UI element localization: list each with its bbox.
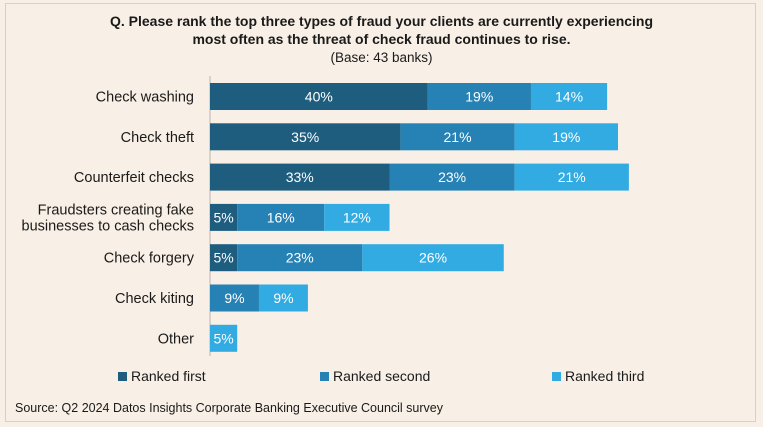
- data-label: 5%: [213, 250, 233, 266]
- category-label: Counterfeit checks: [74, 170, 194, 186]
- legend-swatch-ranked-first: [118, 372, 127, 381]
- bar-segment: [362, 244, 504, 272]
- legend-label-ranked-third: Ranked third: [565, 368, 645, 384]
- bar-segment: [258, 284, 308, 312]
- data-label: 23%: [286, 250, 314, 266]
- category-label: Other: [158, 331, 194, 347]
- data-label: 12%: [343, 209, 371, 225]
- legend-swatch-ranked-second: [320, 372, 329, 381]
- bar-segment: [514, 163, 629, 191]
- bar-segment: [210, 244, 238, 272]
- bar-segment: [210, 324, 238, 352]
- category-label: Fraudsters creating fake businesses to ca…: [22, 202, 194, 234]
- data-label: 16%: [267, 209, 295, 225]
- legend-item-ranked-third: Ranked third: [552, 368, 644, 385]
- bar-segment: [530, 83, 608, 110]
- bar-segment: [210, 123, 401, 151]
- legend-label-ranked-second: Ranked second: [333, 368, 431, 384]
- data-label: 26%: [419, 250, 447, 266]
- chart-title-line1: Q. Please rank the top three types of fr…: [109, 13, 654, 29]
- legend-item-ranked-second: Ranked second: [320, 368, 430, 385]
- bar-segment: [324, 203, 390, 231]
- bar-segment: [210, 163, 390, 191]
- bar-segment: [400, 123, 515, 151]
- category-label: Check kiting: [115, 291, 194, 307]
- legend-label-ranked-first: Ranked first: [131, 368, 206, 384]
- bar-segment: [514, 123, 618, 151]
- data-label: 19%: [465, 89, 493, 105]
- category-label: Check theft: [121, 130, 194, 146]
- data-label: 5%: [213, 209, 233, 225]
- legend-swatch-ranked-third: [552, 372, 561, 381]
- data-label: 33%: [286, 169, 314, 185]
- data-label: 40%: [305, 89, 333, 105]
- chart-subtitle: (Base: 43 banks): [330, 50, 433, 65]
- bar-segment: [389, 163, 515, 191]
- data-label: 19%: [552, 129, 580, 145]
- category-label: Check forgery: [104, 251, 195, 267]
- chart-frame: [5, 3, 756, 422]
- data-label: 35%: [291, 129, 319, 145]
- bar-segment: [210, 83, 428, 110]
- data-label: 5%: [213, 330, 233, 346]
- category-label: Check washing: [96, 90, 194, 106]
- bar-segment: [427, 83, 531, 110]
- bar-segment: [210, 203, 238, 231]
- data-label: 9%: [273, 290, 293, 306]
- data-label: 23%: [438, 169, 466, 185]
- bar-segment: [237, 203, 325, 231]
- data-label: 21%: [558, 169, 586, 185]
- source-note: Source: Q2 2024 Datos Insights Corporate…: [15, 401, 444, 415]
- bar-segment: [237, 244, 363, 272]
- data-label: 14%: [555, 89, 583, 105]
- bar-segment: [210, 284, 259, 312]
- chart-title-line2: most often as the threat of check fraud …: [192, 31, 571, 47]
- data-label: 9%: [224, 290, 244, 306]
- legend-item-ranked-first: Ranked first: [118, 368, 206, 385]
- data-label: 21%: [444, 129, 472, 145]
